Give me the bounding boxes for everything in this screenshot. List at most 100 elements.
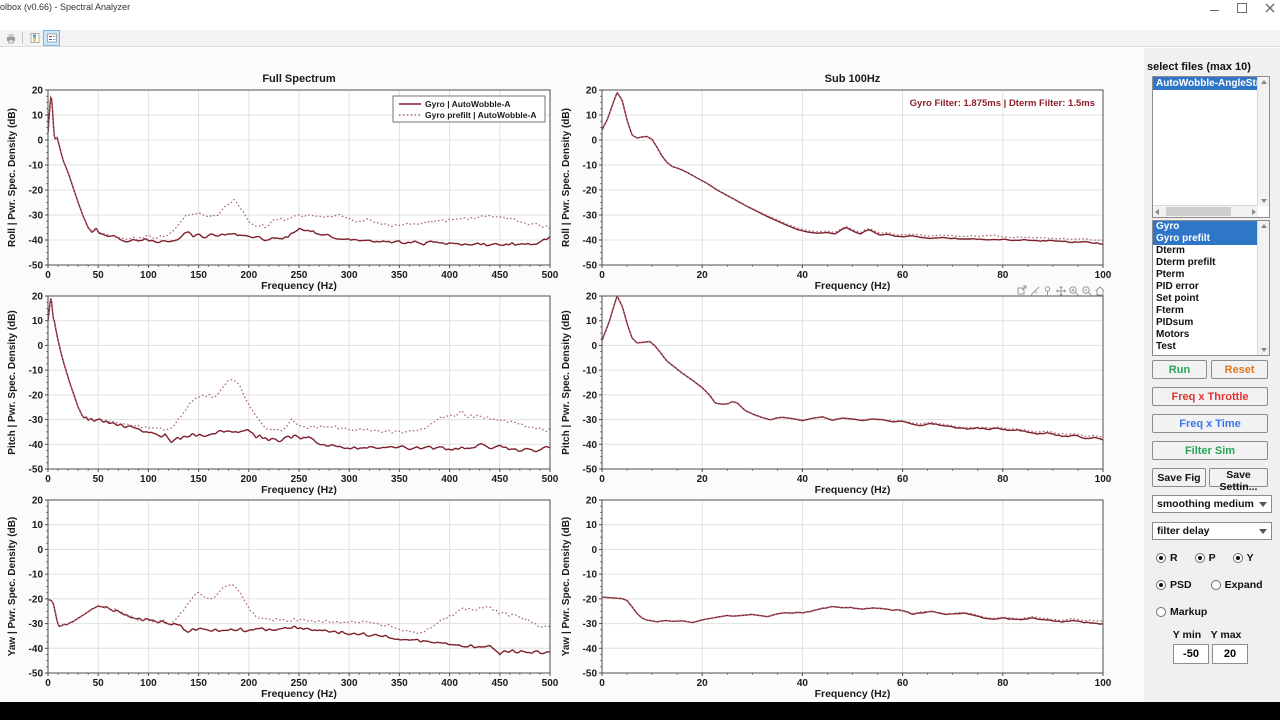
freq-x-throttle-button[interactable]: Freq x Throttle	[1152, 387, 1268, 406]
pan-icon[interactable]	[1055, 284, 1067, 296]
scroll-up-icon[interactable]	[1260, 80, 1267, 84]
y-tick-label: 10	[586, 316, 598, 327]
signal-list-item[interactable]: Dterm prefilt	[1156, 257, 1216, 268]
radio-expand[interactable]: Expand	[1210, 579, 1263, 591]
y-max-input[interactable]	[1212, 644, 1248, 664]
radio-dot	[1156, 607, 1166, 617]
series-gyro-prefilt	[602, 296, 1103, 439]
file-list-item[interactable]: AutoWobble-AngleStr40	[1153, 77, 1258, 90]
radio-dot	[1156, 553, 1166, 563]
radio-p[interactable]: P	[1194, 552, 1216, 564]
close-icon	[1265, 3, 1275, 13]
signal-list-item[interactable]: Test	[1156, 341, 1176, 352]
y-tick-label: 0	[37, 545, 43, 556]
y-tick-label: 10	[32, 111, 44, 122]
axes-toolbar	[1016, 284, 1106, 296]
close-button[interactable]	[1264, 2, 1276, 14]
reset-button[interactable]: Reset	[1211, 360, 1268, 379]
series-gyro	[48, 598, 550, 656]
scroll-right-icon[interactable]	[1252, 208, 1256, 215]
legend-label: Gyro prefilt | AutoWobble-A	[425, 110, 536, 120]
brush-icon[interactable]	[1029, 284, 1041, 296]
scroll-left-icon[interactable]	[1155, 208, 1159, 215]
signal-list-item[interactable]: Fterm	[1156, 305, 1184, 316]
x-tick-label: 300	[341, 474, 358, 485]
y-tick-label: -30	[29, 415, 44, 426]
smoothing-dropdown[interactable]: smoothing medium	[1152, 495, 1272, 513]
signal-list-item[interactable]: Gyro prefilt	[1153, 233, 1258, 245]
maximize-icon	[1237, 3, 1247, 13]
signal-list-item[interactable]: Dterm	[1156, 245, 1185, 256]
signal-list-item[interactable]: Pterm	[1156, 269, 1185, 280]
series-gyro	[48, 95, 550, 247]
signal-list-item[interactable]: PID error	[1156, 281, 1199, 292]
radio-r[interactable]: R	[1156, 552, 1178, 564]
home-icon[interactable]	[1094, 284, 1106, 296]
signal-list-vscrollbar[interactable]	[1257, 221, 1269, 355]
y-tick-label: -50	[29, 669, 44, 680]
zoom-out-icon[interactable]	[1081, 284, 1093, 296]
y-min-label: Y min	[1172, 629, 1202, 641]
y-min-input[interactable]	[1173, 644, 1209, 664]
series-gyro	[602, 91, 1103, 246]
y-tick-label: -40	[29, 644, 44, 655]
y-tick-label: 0	[591, 136, 597, 147]
radio-y[interactable]: Y	[1232, 552, 1254, 564]
y-axis-label: Pitch | Pwr. Spec. Density (dB)	[7, 310, 18, 455]
x-tick-label: 50	[93, 270, 105, 281]
export-icon[interactable]	[1016, 284, 1028, 296]
minimize-button[interactable]	[1208, 2, 1220, 14]
x-tick-label: 200	[240, 270, 257, 281]
series-gyro-prefilt	[602, 596, 1103, 624]
y-tick-label: -10	[583, 570, 598, 581]
chart-title: Sub 100Hz	[825, 73, 881, 85]
save-fig-button[interactable]: Save Fig	[1152, 468, 1206, 487]
signal-list-item[interactable]: Set point	[1156, 293, 1199, 304]
series-gyro-prefilt	[48, 298, 550, 434]
x-tick-label: 150	[190, 474, 207, 485]
datatip-icon[interactable]	[1042, 284, 1054, 296]
file-list-hscrollbar[interactable]	[1153, 205, 1258, 217]
x-tick-label: 0	[599, 474, 605, 485]
scroll-down-icon[interactable]	[1260, 199, 1267, 203]
y-tick-label: 10	[32, 316, 44, 327]
y-axis-label: Roll | Pwr. Spec. Density (dB)	[561, 108, 572, 247]
radio-psd[interactable]: PSD	[1156, 579, 1192, 591]
signal-list-item[interactable]: Motors	[1156, 329, 1190, 340]
filter-sim-button[interactable]: Filter Sim	[1152, 441, 1268, 460]
signal-list[interactable]: Gyro Gyro prefilt Dterm Dterm prefilt Pterm P…	[1152, 220, 1270, 356]
x-tick-label: 40	[797, 270, 809, 281]
y-tick-label: -30	[583, 415, 598, 426]
y-tick-label: -10	[29, 366, 44, 377]
file-list-vscrollbar[interactable]	[1257, 77, 1269, 206]
run-button[interactable]: Run	[1152, 360, 1207, 379]
x-tick-label: 300	[341, 270, 358, 281]
radio-dot	[1210, 580, 1221, 590]
legend-icon-glyph	[46, 33, 57, 43]
maximize-button[interactable]	[1236, 2, 1248, 14]
freq-x-time-button[interactable]: Freq x Time	[1152, 414, 1268, 433]
scroll-down-icon[interactable]	[1260, 348, 1267, 352]
zoom-in-icon[interactable]	[1068, 284, 1080, 296]
filter-delay-dropdown[interactable]: filter delay	[1152, 522, 1272, 540]
save-settings-button[interactable]: Save Settin...	[1209, 468, 1268, 493]
colorbar-toggle-icon[interactable]	[26, 30, 43, 46]
x-tick-label: 500	[542, 678, 559, 689]
signal-list-item[interactable]: PIDsum	[1156, 317, 1194, 328]
y-tick-label: 20	[32, 86, 44, 97]
x-tick-label: 0	[45, 474, 51, 485]
legend-toggle-icon[interactable]	[43, 30, 60, 46]
signal-list-item[interactable]: Gyro	[1153, 221, 1258, 233]
radio-markup[interactable]: Markup	[1156, 606, 1207, 618]
hscroll-thumb[interactable]	[1166, 207, 1232, 216]
x-tick-label: 100	[1095, 270, 1112, 281]
legend-label: Gyro | AutoWobble-A	[425, 99, 510, 109]
radio-label: Expand	[1224, 579, 1263, 591]
file-list[interactable]: AutoWobble-AngleStr40	[1152, 76, 1270, 218]
print-icon[interactable]	[2, 30, 19, 46]
scroll-up-icon[interactable]	[1260, 224, 1267, 228]
x-tick-label: 50	[93, 474, 105, 485]
